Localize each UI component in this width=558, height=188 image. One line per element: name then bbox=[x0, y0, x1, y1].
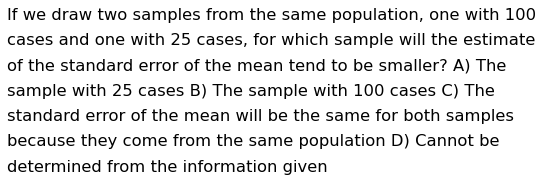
Text: of the standard error of the mean tend to be smaller? A) The: of the standard error of the mean tend t… bbox=[7, 58, 507, 73]
Text: standard error of the mean will be the same for both samples: standard error of the mean will be the s… bbox=[7, 109, 514, 124]
Text: determined from the information given: determined from the information given bbox=[7, 160, 328, 175]
Text: because they come from the same population D) Cannot be: because they come from the same populati… bbox=[7, 134, 500, 149]
Text: cases and one with 25 cases, for which sample will the estimate: cases and one with 25 cases, for which s… bbox=[7, 33, 536, 48]
Text: If we draw two samples from the same population, one with 100: If we draw two samples from the same pop… bbox=[7, 8, 536, 23]
Text: sample with 25 cases B) The sample with 100 cases C) The: sample with 25 cases B) The sample with … bbox=[7, 84, 495, 99]
